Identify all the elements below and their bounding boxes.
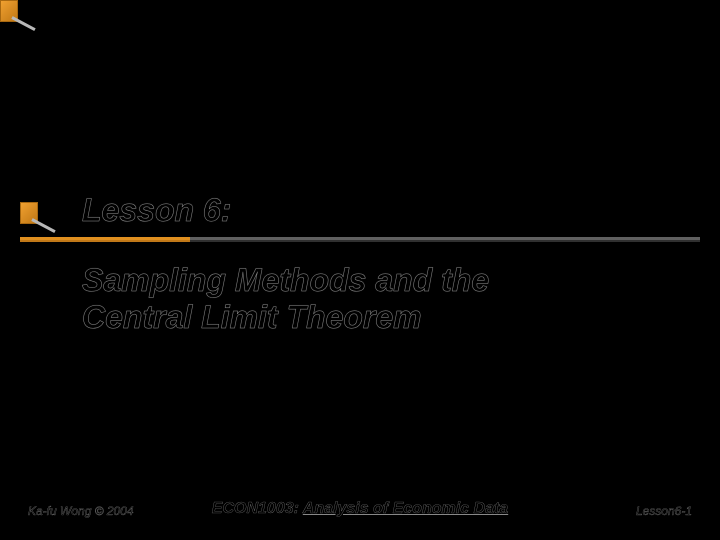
subtitle-line-1: Sampling Methods and the — [82, 262, 489, 299]
lesson-subtitle: Sampling Methods and the Central Limit T… — [82, 262, 489, 336]
marker-line-icon — [31, 218, 55, 233]
footer: Ka-fu Wong © 2004 ECON1003: Analysis of … — [0, 488, 720, 518]
title-marker-icon — [20, 202, 50, 232]
lesson-title: Lesson 6: — [82, 192, 700, 229]
footer-course-name: Analysis of Economic Data — [303, 500, 508, 517]
title-section: Lesson 6: — [20, 192, 700, 243]
title-underline — [20, 237, 700, 243]
corner-decoration — [0, 0, 45, 45]
subtitle-line-2: Central Limit Theorem — [82, 299, 489, 336]
corner-line-icon — [11, 16, 35, 31]
footer-course-code: ECON1003: — [212, 500, 303, 517]
footer-page-ref: Lesson6-1 — [636, 504, 692, 518]
underline-shadow — [20, 240, 700, 243]
footer-course: ECON1003: Analysis of Economic Data — [0, 500, 720, 518]
